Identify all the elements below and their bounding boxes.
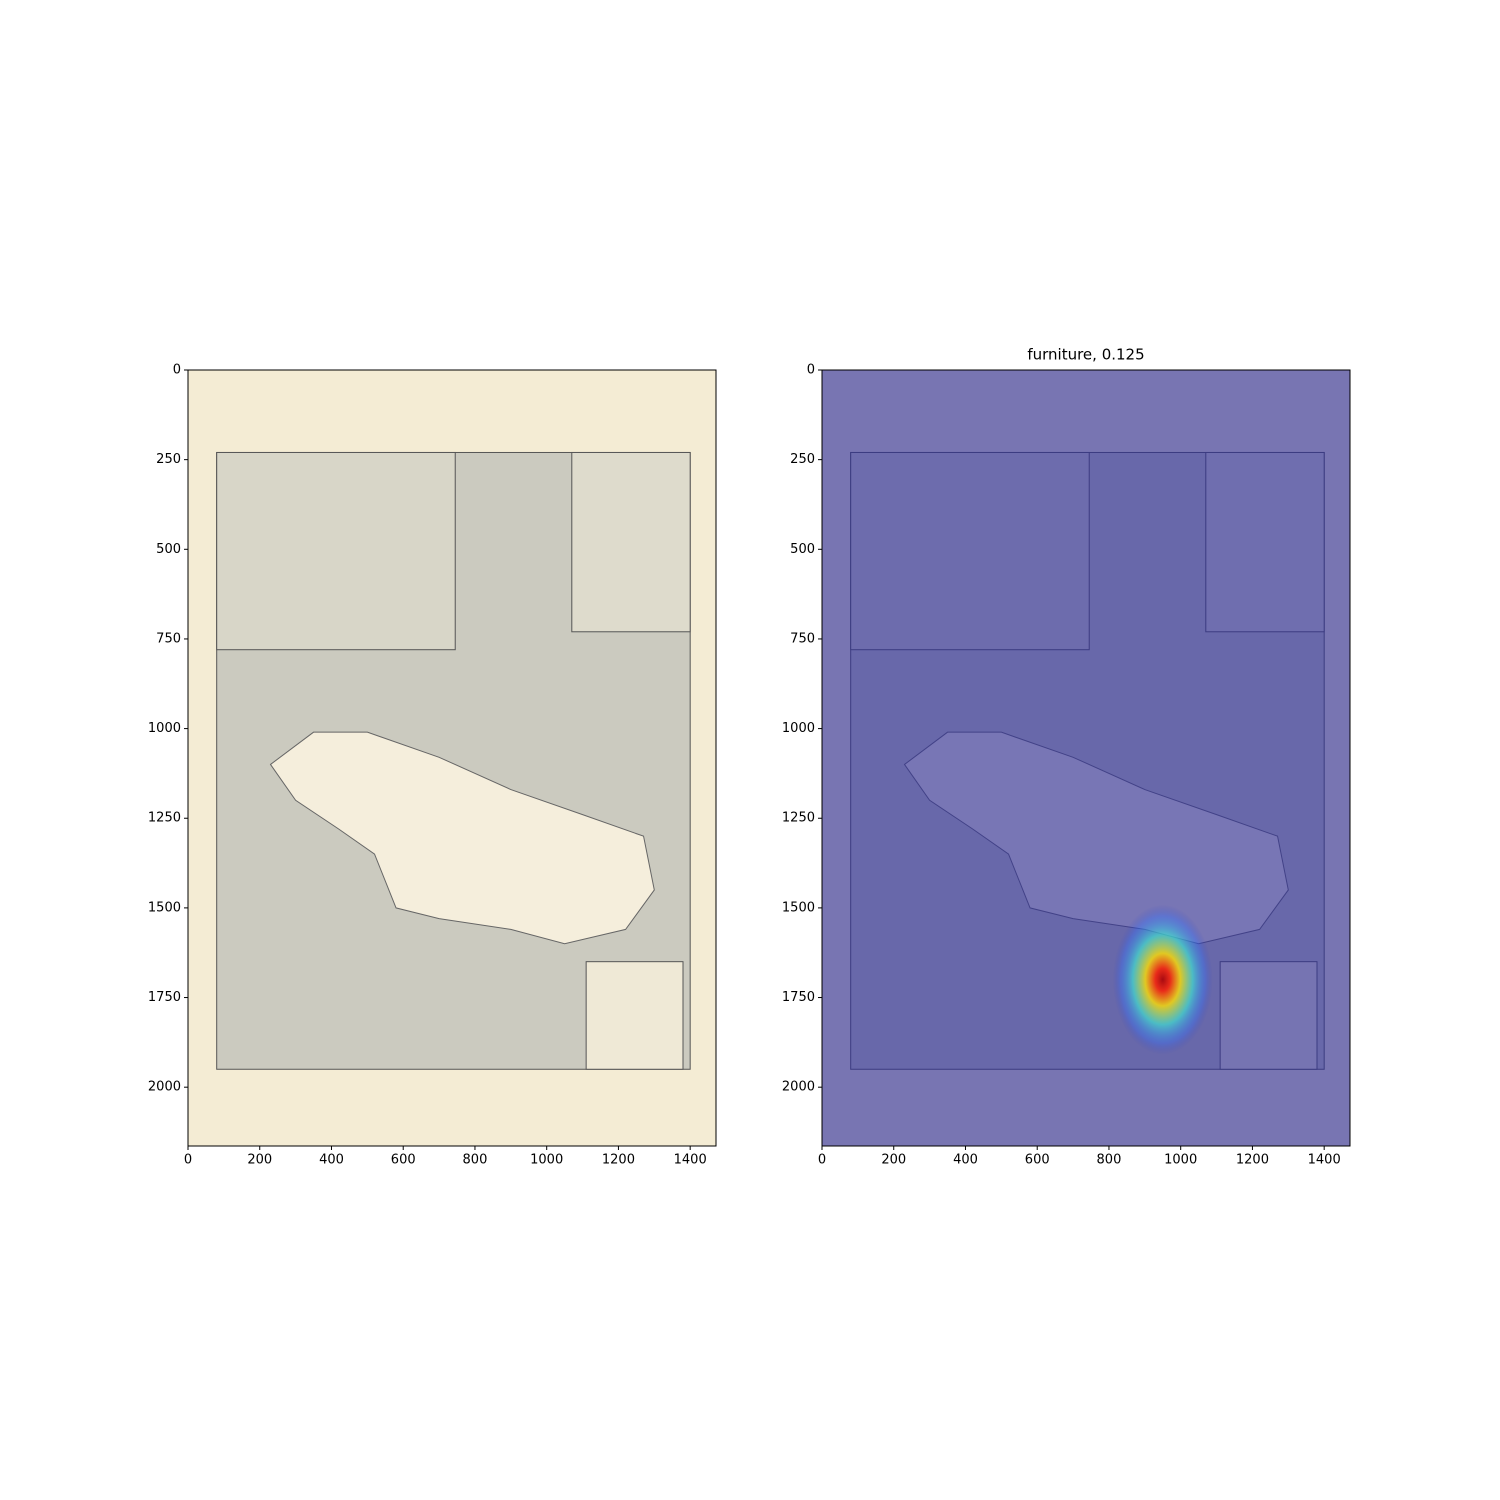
heatmap-peak <box>1112 904 1213 1055</box>
heatmap-base <box>822 370 1350 1146</box>
y-tick-label: 1500 <box>782 900 815 915</box>
x-tick-label: 800 <box>463 1153 488 1168</box>
x-tick-label: 400 <box>953 1153 978 1168</box>
y-tick-label: 750 <box>156 631 181 646</box>
axes-frame <box>821 369 1351 1147</box>
y-tick-label: 1750 <box>148 990 181 1005</box>
x-tick-label: 0 <box>818 1153 826 1168</box>
y-tick-label: 0 <box>173 363 181 378</box>
y-tick-label: 1250 <box>782 811 815 826</box>
y-tick-label: 0 <box>807 363 815 378</box>
x-tick-label: 600 <box>1025 1153 1050 1168</box>
y-tick-label: 2000 <box>148 1080 181 1095</box>
inset-map <box>571 451 691 633</box>
y-tick-label: 500 <box>156 542 181 557</box>
y-tick-label: 1000 <box>148 721 181 736</box>
y-tick-label: 1000 <box>782 721 815 736</box>
x-tick-label: 800 <box>1097 1153 1122 1168</box>
map-legend-box <box>585 961 684 1070</box>
x-tick-label: 1400 <box>674 1153 707 1168</box>
y-tick-label: 1750 <box>782 990 815 1005</box>
axes-frame <box>187 369 717 1147</box>
island <box>269 731 655 945</box>
inset-map <box>216 451 456 651</box>
x-tick-label: 200 <box>247 1153 272 1168</box>
x-tick-label: 1000 <box>1164 1153 1197 1168</box>
y-tick-label: 250 <box>156 452 181 467</box>
x-tick-label: 1000 <box>530 1153 563 1168</box>
y-tick-label: 2000 <box>782 1080 815 1095</box>
x-tick-label: 400 <box>319 1153 344 1168</box>
x-tick-label: 1200 <box>602 1153 635 1168</box>
x-tick-label: 600 <box>391 1153 416 1168</box>
x-tick-label: 1400 <box>1308 1153 1341 1168</box>
x-tick-label: 0 <box>184 1153 192 1168</box>
axes-title: furniture, 0.125 <box>1027 346 1144 364</box>
x-tick-label: 1200 <box>1236 1153 1269 1168</box>
y-tick-label: 500 <box>790 542 815 557</box>
y-tick-label: 250 <box>790 452 815 467</box>
y-tick-label: 1250 <box>148 811 181 826</box>
y-tick-label: 1500 <box>148 900 181 915</box>
y-tick-label: 750 <box>790 631 815 646</box>
x-tick-label: 200 <box>881 1153 906 1168</box>
